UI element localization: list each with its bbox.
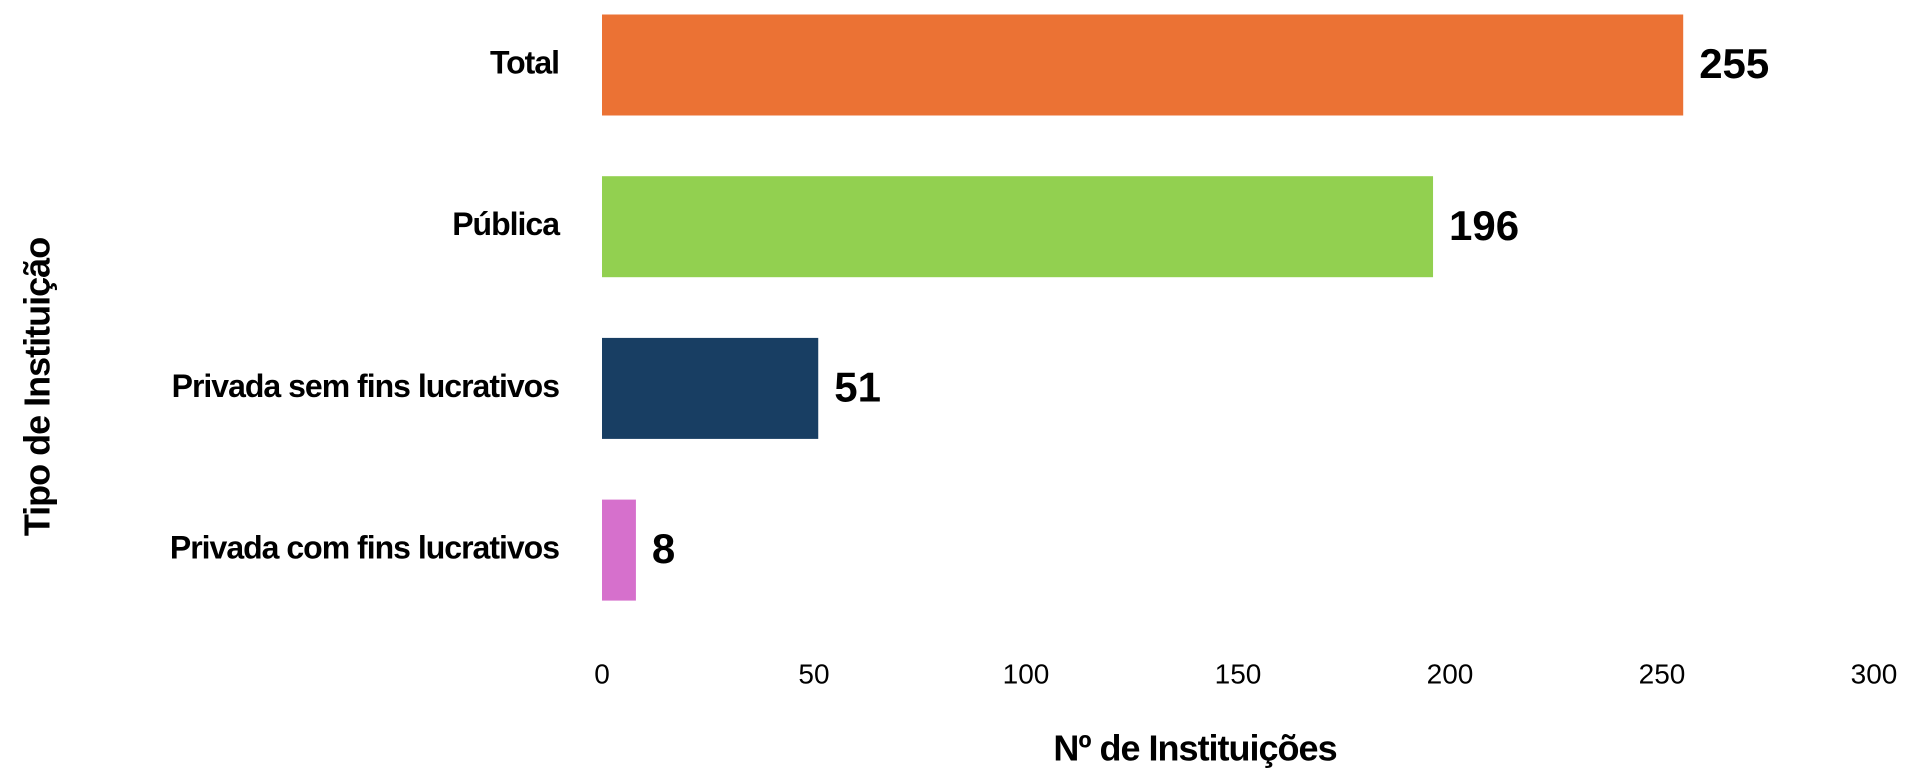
x-tick-label: 200 [1427,658,1474,689]
x-tick-label: 50 [798,658,829,689]
y-tick-label: Privada com fins lucrativos [170,530,559,566]
x-tick-label: 150 [1215,658,1262,689]
bar [602,337,819,439]
bar [602,499,636,601]
y-axis-title: Tipo de Instituição [17,238,58,536]
x-tick-label: 300 [1851,658,1898,689]
data-label: 51 [834,363,881,410]
bar [602,176,1434,278]
bar [602,14,1684,116]
x-tick-label: 0 [594,658,610,689]
x-axis-title: Nº de Instituições [1053,728,1336,769]
y-tick-label: Privada sem fins lucrativos [172,368,560,404]
x-tick-label: 250 [1639,658,1686,689]
data-label: 8 [652,525,675,572]
data-label: 196 [1449,202,1519,249]
y-tick-label: Total [490,44,559,80]
x-tick-label: 100 [1003,658,1050,689]
data-label: 255 [1699,40,1769,87]
y-tick-label: Pública [452,206,560,242]
